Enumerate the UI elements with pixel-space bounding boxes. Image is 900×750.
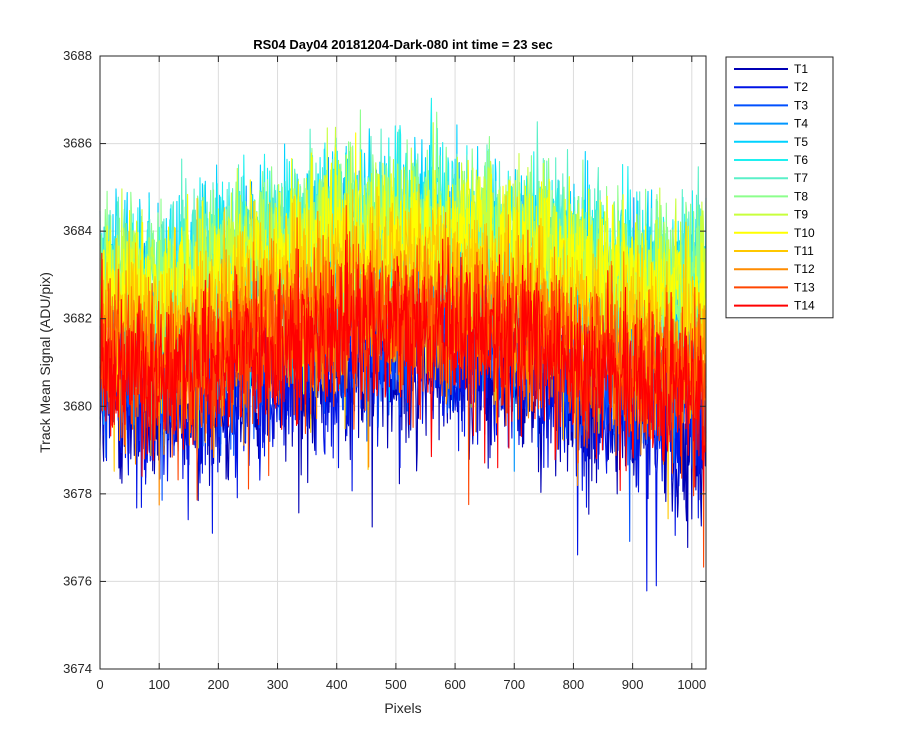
legend-label: T8 [794, 189, 808, 203]
x-tick-label: 900 [622, 677, 644, 692]
y-tick-label: 3686 [63, 136, 92, 151]
chart-title: RS04 Day04 20181204-Dark-080 int time = … [253, 37, 553, 52]
y-tick-label: 3684 [63, 223, 92, 238]
x-tick-label: 0 [96, 677, 103, 692]
x-tick-label: 500 [385, 677, 407, 692]
x-tick-label: 1000 [677, 677, 706, 692]
x-axis: 0 100 200 300 400 500 600 700 800 900 1000 [96, 56, 706, 692]
plot-frame [99, 55, 707, 670]
legend-label: T4 [794, 117, 808, 131]
y-tick-label: 3678 [63, 486, 92, 501]
x-tick-label: 800 [563, 677, 585, 692]
x-tick-label: 700 [503, 677, 525, 692]
series-line-t14 [99, 236, 707, 492]
y-tick-label: 3682 [63, 311, 92, 326]
y-tick-label: 3676 [63, 573, 92, 588]
y-tick-label: 3680 [63, 398, 92, 413]
legend-label: T7 [794, 171, 808, 185]
legend-label: T5 [794, 135, 808, 149]
legend: T1 T2 T3 T4 T5 T6 T7 T8 T9 T10 T11 T12 T13 T14 [725, 56, 834, 319]
legend-label: T14 [794, 299, 815, 313]
legend-label: T10 [794, 226, 815, 240]
legend-label: T9 [794, 208, 808, 222]
series-layer [99, 97, 707, 592]
y-tick-label: 3688 [63, 48, 92, 63]
legend-box [725, 56, 834, 319]
legend-label: T3 [794, 98, 808, 112]
x-tick-label: 200 [208, 677, 230, 692]
legend-label: T12 [794, 262, 815, 276]
legend-label: T11 [794, 244, 814, 258]
x-axis-label: Pixels [384, 700, 421, 716]
legend-label: T6 [794, 153, 808, 167]
x-tick-label: 100 [148, 677, 170, 692]
y-axis-label: Track Mean Signal (ADU/pix) [37, 272, 53, 453]
y-tick-label: 3674 [63, 661, 92, 676]
y-axis: 3674 3676 3678 3680 3682 3684 3686 3688 [63, 48, 706, 676]
legend-label: T1 [794, 62, 808, 76]
x-tick-label: 400 [326, 677, 348, 692]
legend-label: T13 [794, 280, 815, 294]
x-tick-label: 300 [267, 677, 289, 692]
x-tick-label: 600 [444, 677, 466, 692]
legend-label: T2 [794, 80, 808, 94]
